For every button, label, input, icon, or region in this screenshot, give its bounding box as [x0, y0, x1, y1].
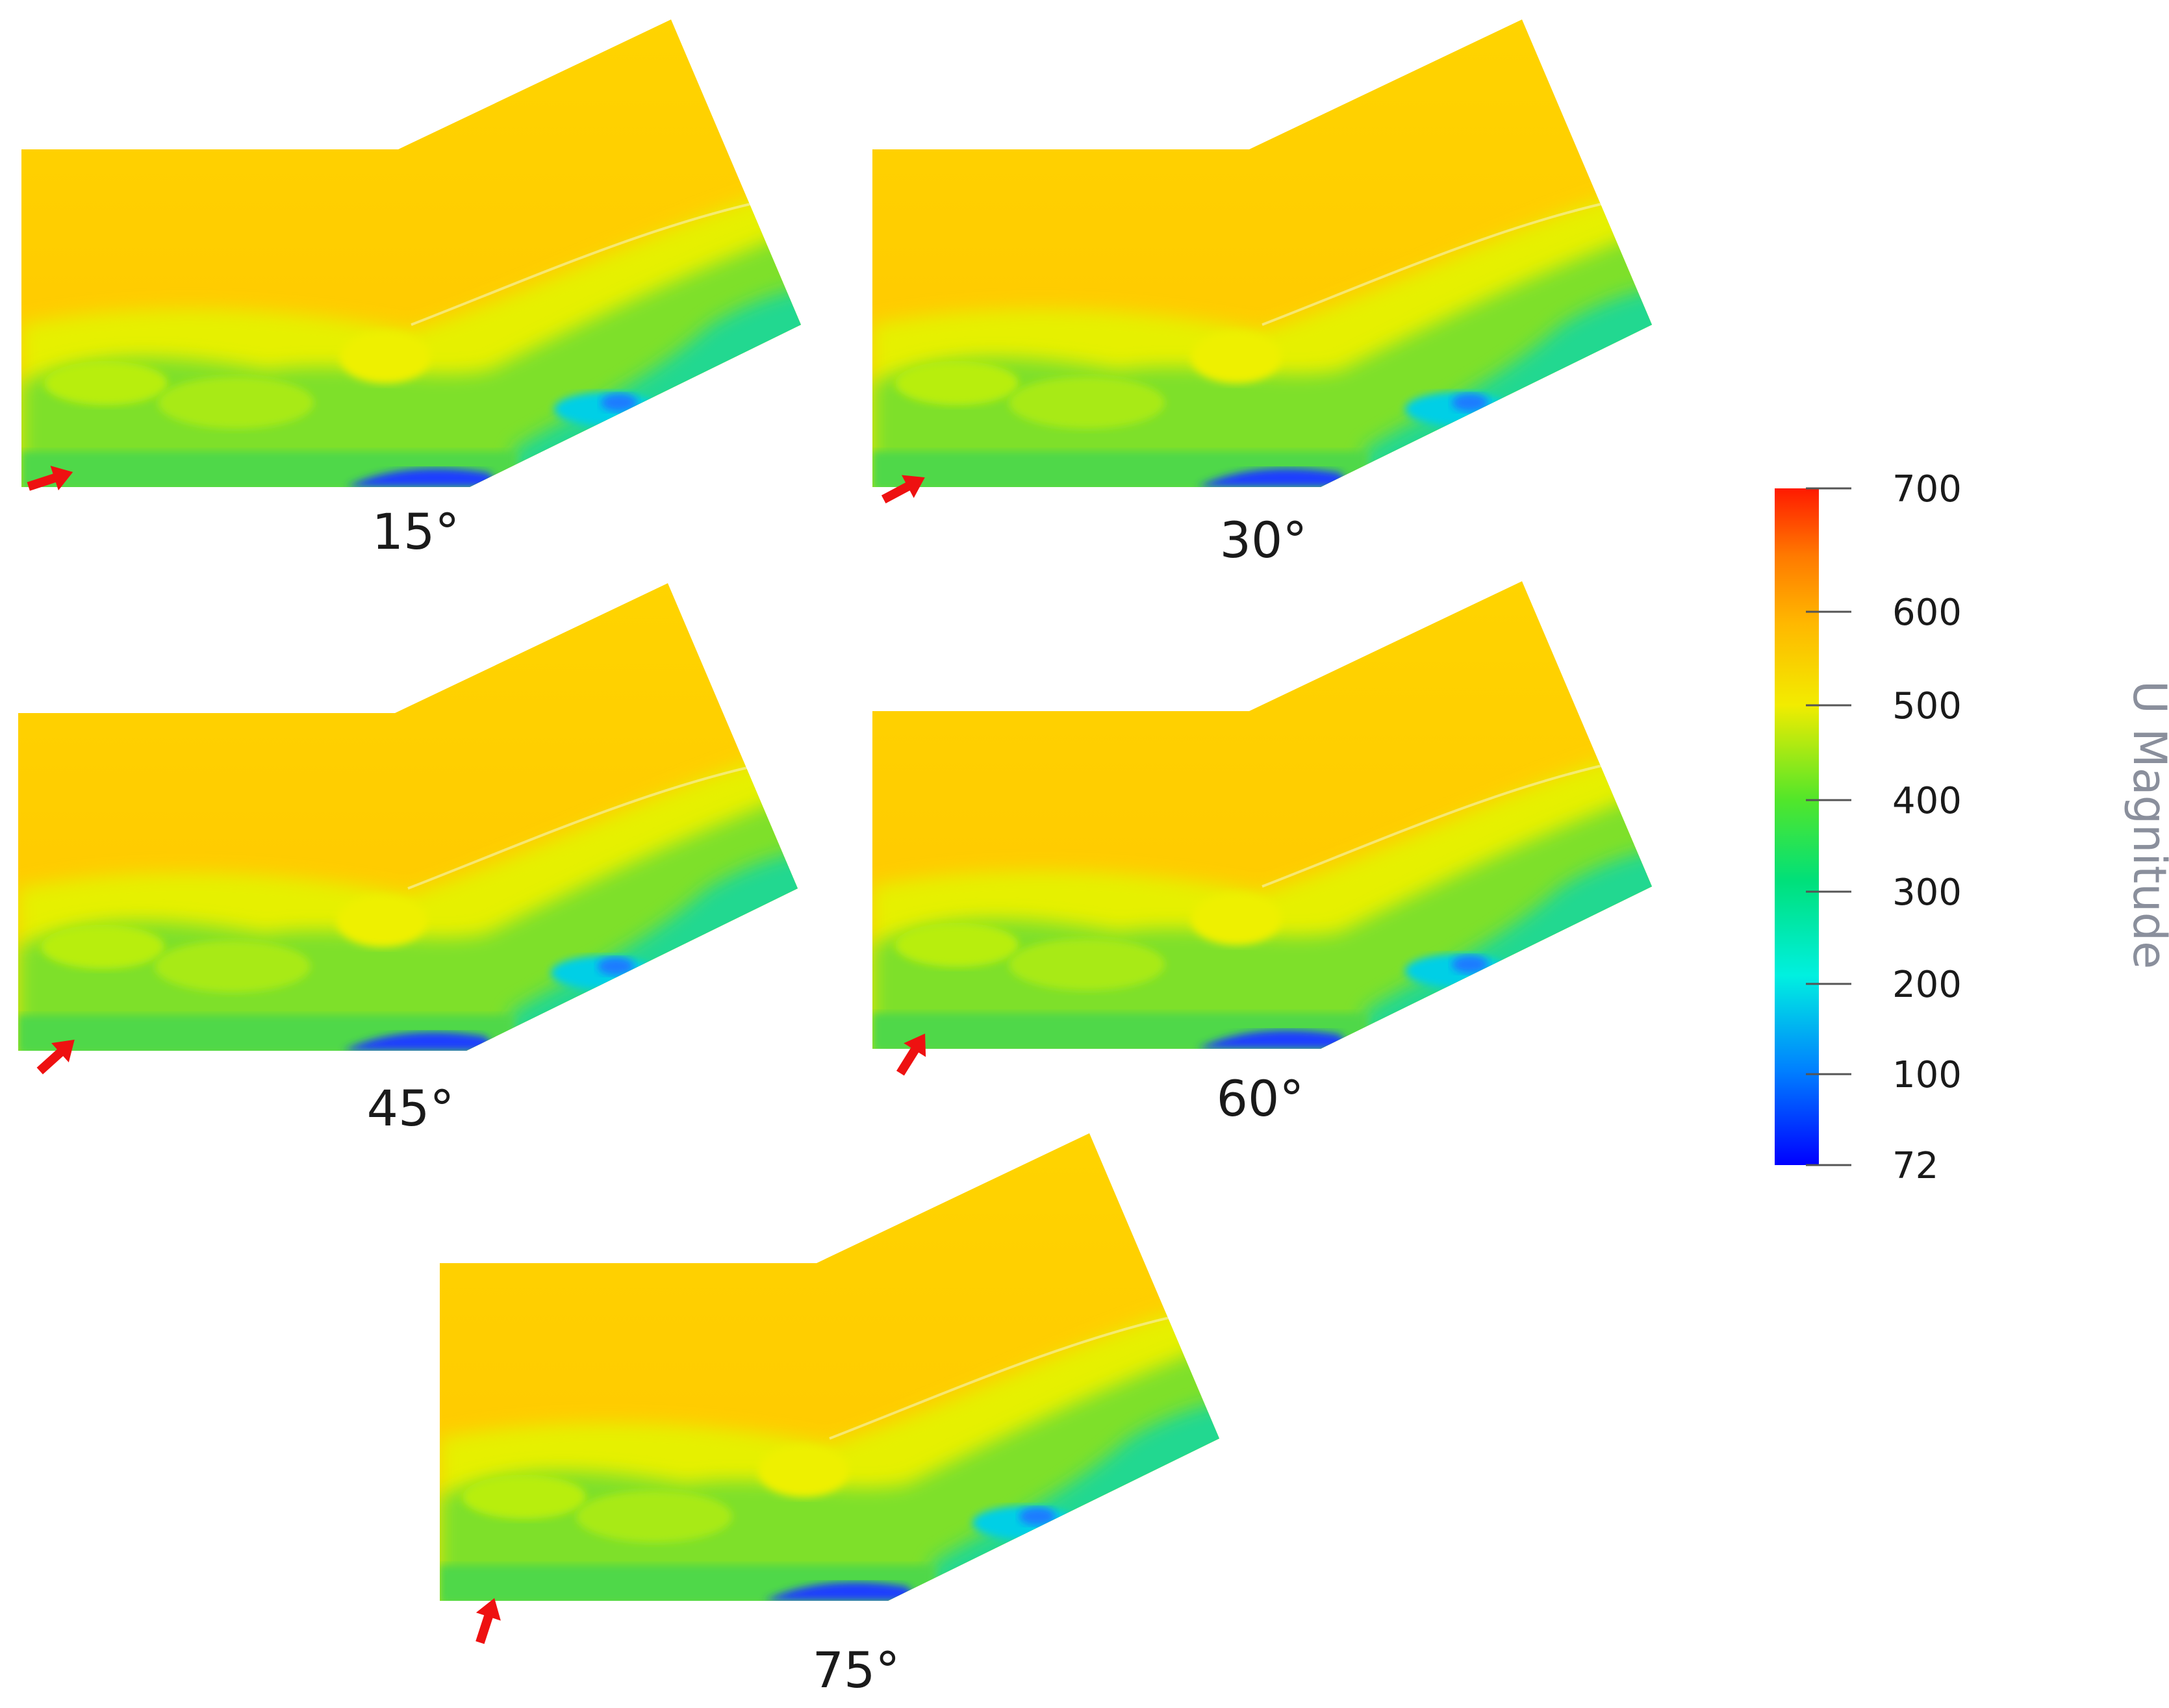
- panel-60deg: 60°: [859, 568, 1691, 1127]
- colorbar-tick-label: 100: [1892, 1054, 1962, 1096]
- panel-label-75deg: 75°: [813, 1641, 900, 1699]
- colorbar-tick-label: 600: [1892, 592, 1962, 634]
- colorbar-tick-label: 700: [1892, 468, 1962, 510]
- colorbar-tick-label: 400: [1892, 780, 1962, 822]
- velocity-field-15deg: [8, 6, 840, 513]
- panel-15deg: 15°: [8, 6, 840, 560]
- colorbar-tick-label: 300: [1892, 872, 1962, 914]
- colorbar: 700 600 500 400 300 200 100 72 U Magnitude: [1775, 468, 2169, 1187]
- velocity-field-30deg: [859, 6, 1691, 513]
- colorbar-tick-label: 72: [1892, 1145, 1938, 1187]
- colorbar-gradient: [1775, 488, 1819, 1165]
- colorbar-tick-label: 500: [1892, 685, 1962, 727]
- panel-label-45deg: 45°: [367, 1079, 455, 1137]
- panel-label-30deg: 30°: [1220, 511, 1308, 569]
- velocity-field-45deg: [5, 570, 837, 1077]
- panel-label-60deg: 60°: [1217, 1070, 1304, 1127]
- colorbar-tick-label: 200: [1892, 964, 1962, 1006]
- colorbar-ticks: 700 600 500 400 300 200 100 72: [1806, 468, 1962, 1187]
- panel-75deg: 75°: [427, 1120, 1258, 1699]
- injection-arrow-75deg: [467, 1594, 507, 1647]
- panel-label-15deg: 15°: [372, 503, 460, 560]
- velocity-field-75deg: [427, 1120, 1258, 1627]
- panel-30deg: 30°: [859, 6, 1691, 569]
- panel-45deg: 45°: [5, 570, 837, 1137]
- colorbar-title: U Magnitude: [2123, 681, 2169, 969]
- velocity-field-60deg: [859, 568, 1691, 1075]
